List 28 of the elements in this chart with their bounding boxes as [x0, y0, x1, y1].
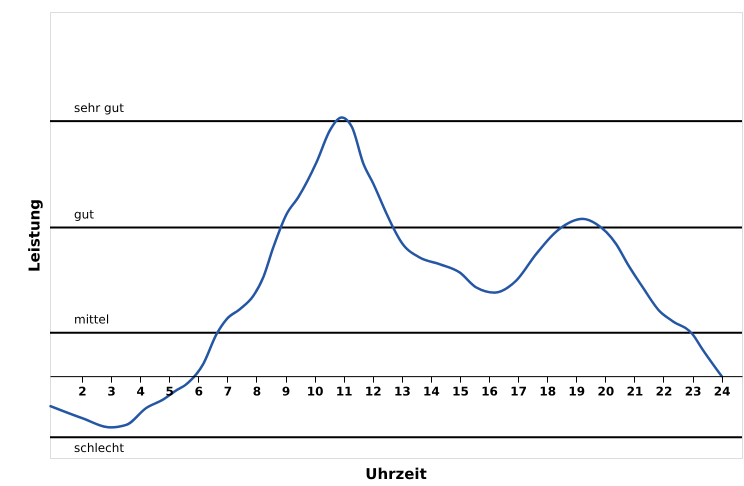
x-tick-label: 17	[510, 384, 527, 399]
x-tick-label: 13	[394, 384, 411, 399]
x-tick-label: 23	[684, 384, 702, 399]
x-tick-label: 22	[656, 384, 672, 399]
x-tick-label: 18	[539, 384, 556, 399]
x-tick-label: 9	[282, 384, 290, 399]
ref-line-label: gut	[74, 207, 94, 222]
x-axis-title: Uhrzeit	[365, 465, 427, 483]
x-tick-label: 21	[626, 384, 644, 399]
ref-line-label: sehr gut	[74, 101, 124, 116]
y-axis-title: Leistung	[26, 198, 44, 272]
ref-line-label: schlecht	[74, 441, 124, 456]
x-tick-label: 12	[364, 384, 382, 399]
x-tick-label: 7	[224, 384, 232, 399]
x-tick-label: 4	[136, 384, 145, 399]
x-tick-label: 11	[336, 384, 353, 399]
x-tick-label: 16	[481, 384, 498, 399]
x-tick-label: 15	[452, 384, 469, 399]
x-tick-label: 6	[194, 384, 203, 399]
x-tick-label: 10	[306, 384, 324, 399]
x-tick-label: 3	[107, 384, 116, 399]
x-tick-label: 19	[568, 384, 586, 399]
x-tick-label: 2	[78, 384, 87, 399]
x-tick-label: 20	[597, 384, 614, 399]
x-tick-label: 24	[714, 384, 730, 399]
ref-line-label: mittel	[74, 312, 110, 327]
x-tick-label: 14	[423, 384, 440, 399]
x-tick-label: 8	[252, 384, 262, 399]
